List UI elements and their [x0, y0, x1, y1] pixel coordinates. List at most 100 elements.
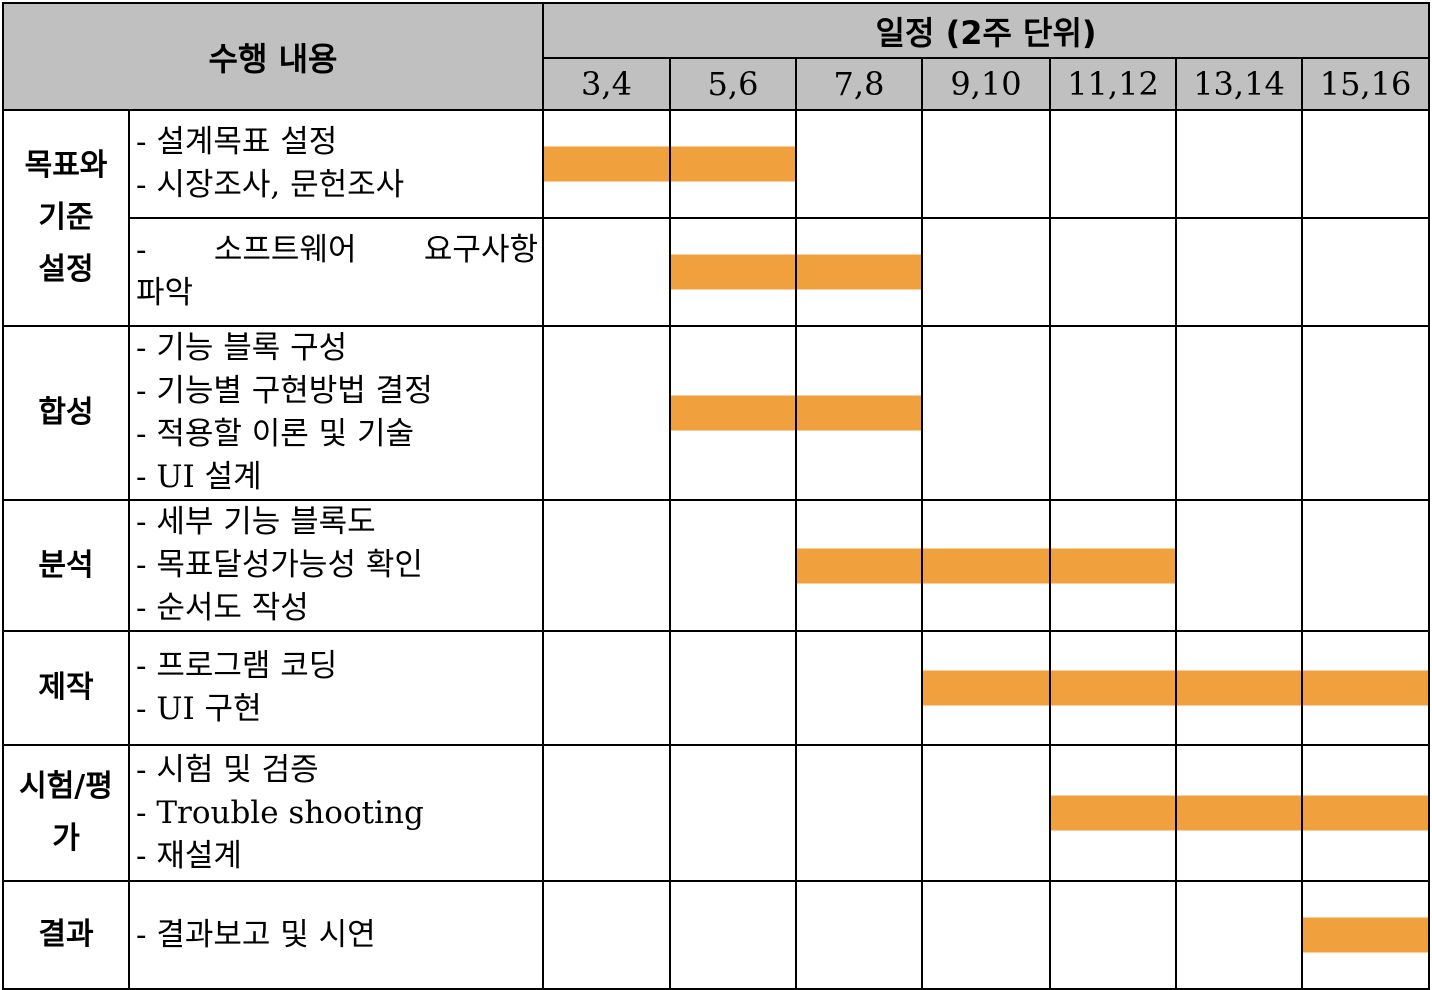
gantt-bar — [797, 395, 921, 431]
period-cell — [1049, 217, 1177, 327]
task-row: 결과 - 결과보고 및 시연 — [2, 880, 1431, 990]
period-cell — [1175, 499, 1303, 632]
task-item: - 기능 블록 구성 — [136, 330, 348, 366]
period-cell — [795, 499, 923, 632]
period-cell — [542, 109, 671, 219]
gantt-bar — [1051, 670, 1175, 706]
period-cell — [921, 109, 1051, 219]
period-cell — [669, 109, 797, 219]
period-cell — [542, 630, 671, 746]
task-item: - 기능별 구현방법 결정 — [136, 373, 433, 409]
period-cell — [669, 744, 797, 882]
period-cell — [921, 630, 1051, 746]
period-cell — [1300, 630, 1431, 746]
schedule-header: 일정 (2주 단위) — [541, 2, 1431, 59]
period-cell — [795, 630, 923, 746]
period-header: 7,8 — [795, 57, 923, 111]
period-cell — [1300, 325, 1431, 501]
gantt-bar — [1177, 670, 1301, 706]
gantt-bar — [1177, 795, 1301, 831]
period-header: 15,16 — [1300, 57, 1431, 111]
gantt-bar — [1303, 670, 1429, 706]
period-header: 5,6 — [669, 57, 797, 111]
period-cell — [1049, 109, 1177, 219]
category-label: 시험/평 — [19, 769, 113, 804]
period-cell — [1049, 744, 1177, 882]
period-cell — [795, 325, 923, 501]
task-cell: - 세부 기능 블록도 - 목표달성가능성 확인 - 순서도 작성 — [128, 499, 544, 632]
category-cell: 합성 — [2, 325, 130, 501]
gantt-bar — [1303, 795, 1429, 831]
period-cell — [921, 744, 1051, 882]
category-label: 가 — [52, 821, 80, 856]
period-cell — [1300, 744, 1431, 882]
task-cell: - 프로그램 코딩 - UI 구현 — [128, 630, 544, 746]
task-item: 파악 — [136, 275, 194, 311]
task-item: - UI 구현 — [136, 691, 262, 727]
gantt-bar — [671, 254, 795, 290]
category-label: 기준 — [38, 200, 94, 235]
period-cell — [921, 499, 1051, 632]
gantt-bar — [923, 670, 1049, 706]
task-row: 목표와 기준 설정 - 설계목표 설정 - 시장조사, 문헌조사 — [2, 109, 1431, 327]
period-cell — [1049, 325, 1177, 501]
period-cell — [542, 880, 671, 990]
period-cell — [1175, 630, 1303, 746]
task-item: - Trouble shooting — [136, 794, 424, 831]
period-cell — [1049, 630, 1177, 746]
gantt-bar — [797, 254, 921, 290]
period-header: 13,14 — [1175, 57, 1303, 111]
period-cell — [1300, 880, 1431, 990]
period-cell — [1300, 109, 1431, 219]
category-label: 제작 — [38, 670, 94, 705]
gantt-bar — [1051, 548, 1175, 583]
task-cell: - 시험 및 검증 - Trouble shooting - 재설계 — [128, 744, 544, 882]
period-cell — [921, 325, 1051, 501]
period-cell — [1049, 499, 1177, 632]
period-cell — [921, 217, 1051, 327]
period-cell — [1175, 880, 1303, 990]
period-cell — [669, 325, 797, 501]
task-cell: - 설계목표 설정 - 시장조사, 문헌조사 — [128, 109, 544, 219]
category-cell: 분석 — [2, 499, 130, 632]
task-item: - 목표달성가능성 확인 — [136, 547, 423, 583]
category-label: 목표와 — [24, 148, 108, 183]
task-item: - 재설계 — [136, 837, 242, 874]
period-cell — [669, 880, 797, 990]
gantt-bar — [544, 146, 669, 182]
task-item: - UI 설계 — [136, 459, 262, 495]
task-row: 제작 - 프로그램 코딩 - UI 구현 — [2, 630, 1431, 746]
task-item: - 프로그램 코딩 — [136, 648, 338, 684]
task-item: - 결과보고 및 시연 — [136, 916, 376, 953]
task-row: 분석 - 세부 기능 블록도 - 목표달성가능성 확인 - 순서도 작성 — [2, 499, 1431, 632]
category-cell: 결과 — [2, 880, 130, 990]
task-item: - 세부 기능 블록도 — [136, 504, 376, 540]
task-item: - 소프트웨어 요구사항 — [136, 232, 538, 268]
task-item: - 시험 및 검증 — [136, 751, 319, 788]
gantt-bar — [797, 548, 921, 583]
period-cell — [921, 880, 1051, 990]
gantt-bar — [1051, 795, 1175, 831]
period-cell — [1049, 880, 1177, 990]
period-cell — [795, 109, 923, 219]
category-cell: 제작 — [2, 630, 130, 746]
category-label: 설정 — [38, 252, 94, 287]
period-cell — [1175, 217, 1303, 327]
gantt-bar — [671, 146, 795, 182]
period-cell — [795, 744, 923, 882]
period-cell — [669, 217, 797, 327]
period-cell — [1300, 217, 1431, 327]
category-label: 결과 — [38, 917, 94, 952]
period-cell — [542, 217, 671, 327]
period-cell — [795, 217, 923, 327]
task-cell: - 기능 블록 구성 - 기능별 구현방법 결정 - 적용할 이론 및 기술 - UI… — [128, 325, 544, 501]
task-cell: - 결과보고 및 시연 — [128, 880, 544, 990]
period-cell — [1175, 109, 1303, 219]
task-column-header: 수행 내용 — [2, 2, 544, 111]
period-cell — [542, 499, 671, 632]
